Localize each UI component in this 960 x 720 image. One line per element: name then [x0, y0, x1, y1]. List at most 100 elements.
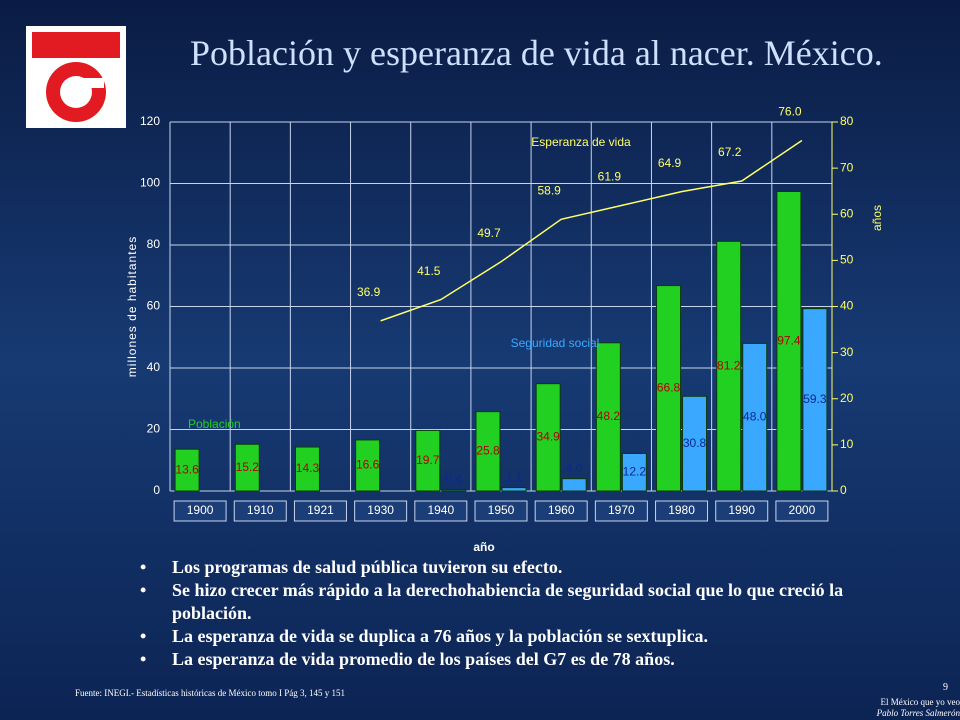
x-tick-label: 1900 [187, 503, 214, 517]
bullet: La esperanza de vida promedio de los paí… [140, 648, 900, 671]
bar [535, 383, 561, 492]
data-label: 1.1 [506, 470, 523, 484]
bar [802, 308, 828, 492]
bar [776, 190, 802, 492]
footer: Pablo Torres Salmerón [876, 708, 960, 718]
x-tick-label: 1950 [488, 503, 515, 517]
source: Fuente: INEGI.- Estadísticas históricas … [75, 688, 345, 698]
x-tick-label: 1980 [668, 503, 695, 517]
data-label: 61.9 [598, 170, 622, 184]
series-name: Población [188, 417, 241, 431]
bar [294, 446, 320, 492]
bar [234, 443, 260, 492]
data-label: 34.9 [537, 430, 561, 444]
footer: El México que yo veo [880, 697, 960, 707]
y-tick-label: 100 [140, 176, 160, 190]
y-tick-label: 80 [147, 237, 161, 251]
y-tick-label: 60 [147, 299, 161, 313]
x-tick-box [173, 500, 227, 522]
data-label: 58.9 [538, 183, 562, 197]
data-label: 66.8 [657, 380, 681, 394]
data-label: 48.2 [597, 409, 621, 423]
data-label: 76.0 [778, 105, 802, 119]
data-label: 49.7 [477, 226, 501, 240]
x-tick-label: 1921 [307, 503, 334, 517]
data-label: 30.8 [683, 436, 707, 450]
y2-tick-label: 0 [840, 483, 847, 497]
x-tick-label: 1910 [247, 503, 274, 517]
data-label: 67.2 [718, 145, 742, 159]
bar [595, 342, 621, 492]
x-tick-label: 2000 [789, 503, 816, 517]
bar [716, 240, 742, 492]
y-tick-label: 0 [153, 483, 160, 497]
x-tick-box [233, 500, 287, 522]
data-label: 59.3 [803, 392, 827, 406]
logo [26, 26, 126, 128]
x-tick-box [715, 500, 769, 522]
bullets: Los programas de salud pública tuvieron … [140, 556, 900, 671]
data-label: 48.0 [743, 409, 767, 423]
x-tick-label: 1990 [728, 503, 755, 517]
page-number: 9 [943, 682, 948, 693]
bar [475, 411, 501, 492]
data-label: 19.7 [416, 453, 440, 467]
series-name: Esperanza de vida [531, 135, 631, 149]
y2-tick-label: 30 [840, 345, 854, 359]
bar [355, 439, 381, 492]
y-tick-label: 40 [147, 360, 161, 374]
x-tick-box [293, 500, 347, 522]
data-label: 4.0 [566, 461, 583, 475]
data-label: 64.9 [658, 156, 682, 170]
line [380, 139, 803, 322]
x-tick-label: 1940 [427, 503, 454, 517]
y-tick-label: 120 [140, 114, 160, 128]
data-label: 25.8 [476, 444, 500, 458]
bar [174, 448, 200, 492]
x-tick-box [655, 500, 709, 522]
data-label: 81.2 [717, 358, 741, 372]
bullet: Se hizo crecer más rápido a la derechoha… [140, 579, 900, 625]
chart: 0 20 40 60 80 100 120 0 10 20 30 40 50 60 70 80 millones… [125, 104, 885, 554]
x-tick-label: 1970 [608, 503, 635, 517]
data-label: 12.2 [623, 464, 647, 478]
bar [742, 342, 768, 492]
x-tick-box [354, 500, 408, 522]
y2-tick-label: 80 [840, 114, 854, 128]
x-tick-label: 1960 [548, 503, 575, 517]
bullet: La esperanza de vida se duplica a 76 año… [140, 625, 900, 648]
data-label: 15.2 [236, 460, 260, 474]
y-tick-label: 20 [147, 422, 161, 436]
bar [682, 395, 708, 492]
x-tick-label: 1930 [367, 503, 394, 517]
bar [621, 452, 647, 492]
x-tick-box [414, 500, 468, 522]
x-tick-box [775, 500, 829, 522]
title: Población y esperanza de vida al nacer. … [190, 33, 883, 73]
series-name: Seguridad social [511, 336, 600, 350]
data-label: 36.9 [357, 285, 381, 299]
data-label: 14.3 [296, 461, 320, 475]
y2-tick-label: 70 [840, 160, 854, 174]
bar [441, 489, 467, 492]
bar [656, 285, 682, 492]
y-axis-label: millones de habitantes [125, 236, 139, 377]
bar [415, 429, 441, 492]
y2-tick-label: 20 [840, 391, 854, 405]
y2-tick-label: 60 [840, 206, 854, 220]
y2-axis-label: años [870, 205, 884, 231]
y2-tick-label: 50 [840, 253, 854, 267]
data-label: 41.5 [417, 264, 441, 278]
bar [501, 487, 527, 492]
data-label: 97.4 [777, 333, 801, 347]
data-label: 13.6 [175, 462, 199, 476]
x-axis-label: año [473, 540, 494, 554]
x-tick-box [594, 500, 648, 522]
y2-tick-label: 10 [840, 437, 854, 451]
bar [561, 478, 587, 492]
data-label: 0.4 [445, 472, 462, 486]
data-label: 16.6 [356, 458, 380, 472]
x-tick-box [534, 500, 588, 522]
y2-tick-label: 40 [840, 299, 854, 313]
